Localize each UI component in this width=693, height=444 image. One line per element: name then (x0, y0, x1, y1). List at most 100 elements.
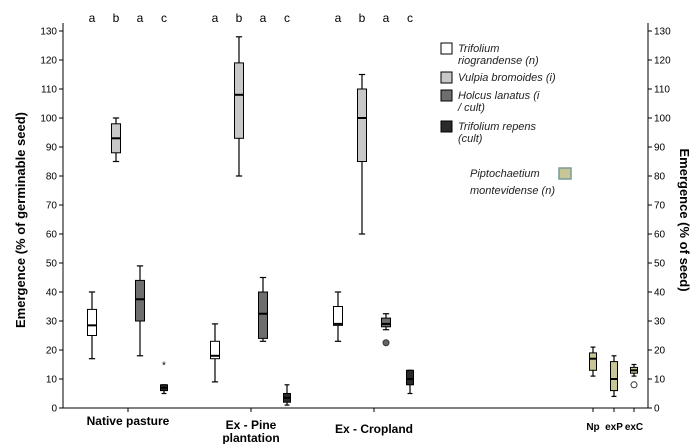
left-tick-label: 30 (46, 317, 58, 328)
category-label: Native pasture (87, 414, 170, 428)
left-tick-label: 130 (40, 27, 57, 38)
left-tick-label: 80 (46, 172, 58, 183)
significance-letter: a (383, 11, 390, 25)
box-iqr (610, 361, 618, 392)
left-tick-label: 120 (40, 56, 57, 67)
box-iqr (135, 279, 145, 322)
inset-box-series (589, 346, 638, 397)
legend-label: Holcus lanatus (i (458, 90, 540, 102)
extreme-marker: * (162, 361, 166, 372)
box-1-1 (234, 36, 244, 177)
category-label: Ex - Cropland (335, 422, 413, 436)
box-3-0: * (160, 361, 168, 395)
box-2-0 (135, 265, 145, 357)
box-iqr (87, 308, 97, 336)
box-iqr (357, 88, 367, 162)
right-tick-label: 10 (654, 375, 666, 386)
left-tick-label: 100 (40, 114, 57, 125)
box-series: * (87, 36, 414, 406)
outlier-point (630, 381, 638, 389)
box-iqr (258, 291, 268, 339)
category-label: Ex - Pine (226, 418, 277, 432)
category-label: plantation (222, 431, 279, 444)
right-tick-label: 40 (654, 288, 666, 299)
significance-letter: a (137, 11, 144, 25)
left-y-axis-title: Emergence (% of germinable seed) (13, 112, 28, 328)
legend-label: Vulpia bromoides (i) (458, 72, 556, 84)
right-y-axis-title: Emergence (% of seed) (677, 148, 692, 291)
legend-label: montevidense (n) (470, 185, 555, 197)
right-y-axis: 0 10 20 30 40 50 60 70 80 90 100 110 120 130 (648, 27, 671, 415)
significance-letter: a (260, 11, 267, 25)
right-tick-label: 30 (654, 317, 666, 328)
left-tick-label: 60 (46, 230, 58, 241)
box-0-0 (87, 291, 97, 360)
significance-letter: b (113, 11, 120, 25)
legend-label: Trifolium repens (458, 121, 537, 133)
legend-swatch (440, 89, 453, 102)
significance-letter: a (89, 11, 96, 25)
legend-swatch (558, 167, 572, 180)
left-tick-label: 70 (46, 201, 58, 212)
box-0-1 (210, 323, 220, 383)
significance-letter: a (212, 11, 219, 25)
right-tick-label: 60 (654, 230, 666, 241)
box-2-2 (381, 313, 391, 347)
right-tick-label: 80 (654, 172, 666, 183)
left-tick-label: 110 (41, 85, 57, 96)
right-tick-label: 110 (654, 85, 670, 96)
box-3-2 (406, 369, 414, 395)
box-0-2 (333, 291, 343, 342)
right-tick-label: 70 (654, 201, 666, 212)
right-tick-label: 120 (654, 56, 671, 67)
legend-label: Piptochaetium (470, 168, 540, 180)
significance-letter: c (161, 11, 167, 25)
inset-category-label: exC (625, 422, 643, 433)
significance-letter: b (236, 11, 243, 25)
legend-label: (cult) (458, 133, 483, 145)
box-1-2 (357, 73, 367, 235)
box-iqr (589, 352, 597, 371)
right-tick-label: 130 (654, 27, 671, 38)
significance-letter: a (335, 11, 342, 25)
inset-box-0 (589, 346, 597, 377)
box-2-1 (258, 276, 268, 342)
right-tick-label: 100 (654, 114, 671, 125)
left-tick-label: 40 (46, 288, 58, 299)
legend-label: riograndense (n) (458, 55, 539, 67)
right-tick-label: 20 (654, 346, 666, 357)
inset-category-label: exP (605, 422, 623, 433)
legend-label: Trifolium (458, 43, 499, 55)
left-tick-label: 20 (46, 346, 58, 357)
outlier-point (382, 339, 390, 347)
inset-box-2 (630, 363, 638, 389)
box-3-1 (283, 384, 291, 406)
legend-swatch (440, 120, 453, 133)
inset-box-1 (610, 355, 618, 397)
right-tick-label: 50 (654, 259, 666, 270)
legend-swatch (440, 42, 453, 55)
legend-label: / cult) (457, 102, 485, 114)
box-iqr (210, 340, 220, 360)
significance-letter: c (284, 11, 290, 25)
left-y-axis: 0 10 20 30 40 50 60 70 80 90 100 110 120 130 (40, 27, 63, 415)
right-tick-label: 0 (654, 404, 660, 415)
left-tick-label: 90 (46, 143, 58, 154)
inset-category-label: Np (586, 422, 599, 433)
left-tick-label: 50 (46, 259, 58, 270)
box-iqr (381, 317, 391, 328)
right-tick-label: 90 (654, 143, 666, 154)
box-1-0 (111, 117, 121, 163)
box-iqr (333, 306, 343, 326)
significance-letter: c (407, 11, 413, 25)
box-iqr (234, 62, 244, 139)
left-tick-label: 10 (46, 375, 58, 386)
plot-frame (62, 23, 649, 409)
significance-letter: b (359, 11, 366, 25)
legend-swatch (440, 71, 453, 84)
box-iqr (406, 369, 414, 386)
